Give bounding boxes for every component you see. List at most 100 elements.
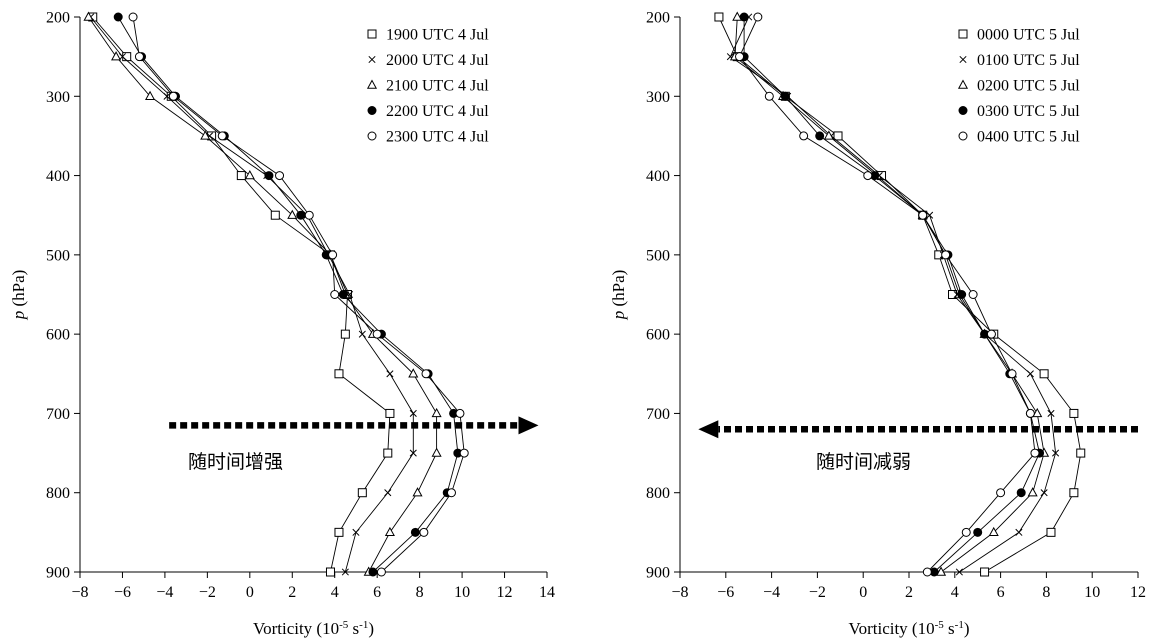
data-point (236, 171, 246, 181)
x-tick-label: 8 (1042, 584, 1050, 601)
legend-marker (957, 79, 969, 89)
data-point (1025, 408, 1035, 418)
y-axis-label-variable: p (9, 311, 28, 321)
data-point (955, 568, 963, 576)
data-point (1052, 449, 1060, 457)
data-point (996, 488, 1006, 498)
x-tick-label: −6 (114, 584, 131, 601)
data-point (334, 369, 344, 379)
x-axis-label-exponent: -1 (359, 619, 368, 631)
x-axis-label-text: Vorticity (10 (253, 619, 339, 638)
x-tick-label: 0 (859, 584, 867, 601)
series-3 (83, 11, 442, 576)
x-axis-label-exponent: -5 (935, 619, 945, 631)
trend-arrow-head (698, 420, 719, 439)
data-point (780, 91, 790, 101)
data-point (922, 567, 932, 577)
data-point (113, 12, 123, 22)
legend-label: 2000 UTC 4 Jul (386, 52, 489, 69)
data-point (863, 171, 873, 181)
legend-marker (958, 106, 968, 115)
data-point (973, 527, 983, 537)
data-point (1007, 369, 1017, 379)
trend-arrow-head (518, 416, 539, 435)
legend-label: 2100 UTC 4 Jul (386, 78, 489, 95)
legend-label: 0400 UTC 5 Jul (977, 129, 1080, 146)
x-axis-label-exponent: -1 (955, 619, 964, 631)
trend-annotation: 随时间减弱 (816, 451, 911, 473)
data-point (988, 526, 999, 537)
data-point (384, 489, 392, 497)
data-point (376, 567, 386, 577)
data-point (936, 566, 947, 576)
x-tick-label: 10 (454, 584, 470, 601)
x-axis-label: Vorticity (10-5 s-1) (849, 619, 970, 638)
data-point (431, 407, 442, 418)
legend-marker (367, 29, 377, 39)
y-tick-label: 300 (646, 89, 670, 106)
data-point (739, 12, 749, 22)
data-point (270, 210, 280, 220)
x-tick-label: 2 (905, 584, 913, 601)
data-point (926, 211, 934, 219)
data-point (1016, 488, 1026, 498)
x-tick-label: 12 (497, 584, 513, 601)
legend-label: 0200 UTC 5 Jul (977, 78, 1080, 95)
data-point (122, 52, 132, 62)
data-point (986, 329, 996, 339)
x-tick-label: −4 (156, 584, 173, 601)
data-point (368, 567, 378, 577)
data-point (419, 527, 429, 537)
data-point (111, 51, 122, 61)
data-point (455, 408, 465, 418)
series-2 (726, 13, 1060, 576)
data-point (217, 131, 227, 141)
data-point (385, 408, 395, 418)
legend-label: 0000 UTC 5 Jul (977, 27, 1080, 44)
data-point (823, 130, 834, 140)
data-point (941, 250, 951, 260)
x-axis-label-text: ) (964, 619, 970, 638)
data-point (714, 12, 724, 22)
series-5 (128, 12, 469, 577)
data-point (296, 210, 306, 220)
data-point (372, 329, 382, 339)
x-axis-label: Vorticity (10-5 s-1) (253, 619, 374, 638)
y-tick-label: 500 (646, 247, 670, 264)
y-axis-label-unit: (hPa) (609, 270, 628, 311)
data-point (1040, 489, 1048, 497)
legend-marker (367, 106, 377, 115)
data-point (358, 330, 366, 338)
data-point (264, 171, 274, 181)
y-tick-label: 800 (46, 485, 70, 502)
legend-marker (959, 55, 967, 64)
data-point (1047, 409, 1055, 417)
y-tick-label: 600 (46, 327, 70, 344)
data-point (1027, 487, 1038, 497)
data-point (1015, 528, 1023, 536)
data-point (384, 526, 395, 537)
y-tick-label: 700 (646, 406, 670, 423)
x-axis-label-text: s (944, 619, 955, 638)
data-point (968, 290, 978, 299)
data-point (732, 11, 743, 21)
data-point (410, 527, 420, 537)
data-point (338, 290, 348, 299)
legend-marker (366, 79, 378, 89)
chart-panel-2: −8 −6 −4 −2 0 2 4 6 8 10 12 200 300 400 500 600 700 800 90… (609, 10, 1146, 639)
y-tick-label: 900 (46, 565, 70, 582)
y-tick-label: 500 (46, 247, 70, 264)
y-tick-label: 400 (646, 168, 670, 185)
data-point (168, 91, 178, 101)
x-tick-label: −2 (199, 584, 216, 601)
y-tick-label: 800 (646, 485, 670, 502)
data-point (118, 53, 127, 61)
data-point (163, 92, 171, 100)
legend-label: 1900 UTC 4 Jul (386, 27, 489, 44)
data-point (799, 131, 809, 141)
data-point (1076, 448, 1086, 458)
legend-label: 0100 UTC 5 Jul (977, 52, 1080, 69)
data-point (1046, 527, 1056, 537)
data-point (459, 448, 469, 458)
